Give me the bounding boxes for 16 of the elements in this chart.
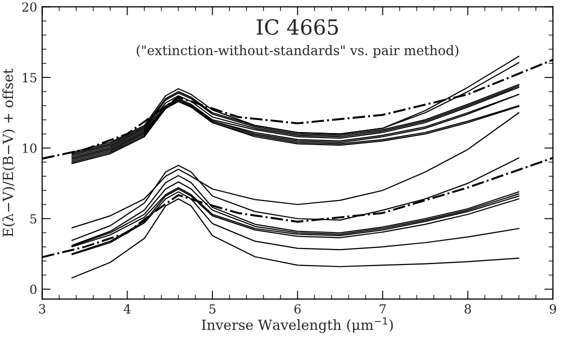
x-tick-label: 4	[124, 304, 131, 314]
x-tick-label: 6	[294, 304, 301, 314]
y-tick-label: 0	[30, 284, 36, 294]
y-axis-title: E(λ−V)/E(B−V) + offset	[2, 68, 16, 237]
x-tick-label: 9	[550, 304, 556, 314]
y-tick-label: 5	[30, 214, 36, 224]
x-tick-label: 5	[210, 304, 216, 314]
text: ("extinction-without-standards" vs. pair method)	[136, 45, 458, 58]
x-tick-label: 8	[464, 304, 471, 314]
y-tick-label: 20	[22, 2, 36, 12]
x-tick-label: 7	[380, 304, 386, 314]
x-tick-label: 3	[39, 304, 46, 314]
y-tick-label: 15	[22, 72, 36, 82]
x-axis-title: Inverse Wavelength (μm$^{−1}$)	[202, 317, 393, 333]
y-tick-label: 10	[22, 144, 36, 153]
chart-title: IC 4665	[256, 19, 338, 35]
